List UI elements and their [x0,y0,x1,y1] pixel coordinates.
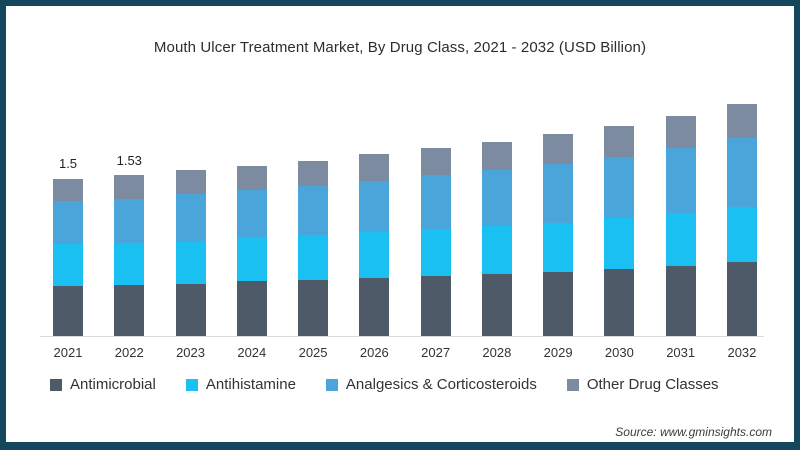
x-tick-label-2028: 2028 [482,345,512,360]
bar-segment-analgesics-corticosteroids-2025 [298,185,329,236]
bar-segment-other-drug-classes-2030 [604,126,635,157]
bar-segment-antihistamine-2030 [604,218,635,269]
bar-segment-antihistamine-2021 [53,243,83,286]
bar-segment-other-drug-classes-2031 [665,115,696,149]
bar-segment-antimicrobial-2024 [236,281,267,336]
bar-column-2031: 2031 [665,96,696,360]
bar-segment-antihistamine-2028 [481,225,512,275]
x-axis-line [40,336,764,337]
legend: Antimicrobial Antihistamine Analgesics & C… [50,376,719,393]
x-tick-label-2032: 2032 [727,345,757,360]
bar-segment-antimicrobial-2027 [420,276,451,336]
bar-value-label-2021: 1.5 [58,156,78,171]
x-tick-label-2021: 2021 [53,345,83,360]
bar-segment-antihistamine-2031 [665,213,696,266]
bar-segment-analgesics-corticosteroids-2031 [665,148,696,214]
legend-item-analgesics-corticosteroids: Analgesics & Corticosteroids [325,376,537,393]
bar-segment-analgesics-corticosteroids-2026 [359,180,390,233]
legend-item-other-drug-classes: Other Drug Classes [566,376,719,393]
legend-item-antimicrobial: Antimicrobial [50,376,156,393]
bar-value-label-2022: 1.53 [116,153,142,168]
x-tick-label-2031: 2031 [666,345,696,360]
bar-column-2021: 1.5 2021 [53,96,83,360]
bar-segment-antimicrobial-2029 [543,272,574,336]
bar-segment-analgesics-corticosteroids-2028 [481,170,512,226]
bar-segment-antihistamine-2026 [359,232,390,279]
legend-label-antihistamine: Antihistamine [205,376,296,393]
bar-column-2024: 2024 [236,96,267,360]
x-tick-label-2029: 2029 [543,345,573,360]
legend-label-analgesics-corticosteroids: Analgesics & Corticosteroids [345,376,537,393]
bar-column-2022: 1.53 2022 [114,96,145,360]
bar-segment-analgesics-corticosteroids-2032 [726,137,757,207]
legend-swatch-antimicrobial [50,378,62,391]
bar-segment-antihistamine-2025 [298,235,329,281]
legend-swatch-analgesics-corticosteroids [325,378,338,391]
bar-segment-other-drug-classes-2025 [298,160,329,186]
bar-column-2027: 2027 [420,96,451,360]
bar-segment-analgesics-corticosteroids-2023 [175,194,206,241]
bar-column-2026: 2026 [359,96,390,360]
x-tick-label-2022: 2022 [114,345,144,360]
bar-segment-other-drug-classes-2024 [236,165,267,191]
bar-column-2029: 2029 [543,96,574,360]
legend-label-antimicrobial: Antimicrobial [70,376,156,393]
bar-segment-other-drug-classes-2026 [359,154,390,181]
x-tick-label-2025: 2025 [298,345,328,360]
bar-column-2032: 2032 [726,96,757,360]
bar-column-2028: 2028 [481,96,512,360]
bar-segment-analgesics-corticosteroids-2021 [53,200,83,244]
bar-segment-other-drug-classes-2023 [175,170,206,195]
chart-title: Mouth Ulcer Treatment Market, By Drug Cl… [153,39,647,56]
bar-segment-antimicrobial-2025 [298,280,329,336]
bar-segment-analgesics-corticosteroids-2030 [604,156,635,219]
bar-column-2030: 2030 [604,96,635,360]
bar-column-2025: 2025 [298,96,329,360]
bar-segment-analgesics-corticosteroids-2024 [236,190,267,238]
bar-segment-other-drug-classes-2029 [543,133,574,164]
legend-label-other-drug-classes: Other Drug Classes [586,376,719,393]
bar-segment-antimicrobial-2023 [175,283,206,336]
bar-segment-antimicrobial-2021 [53,285,83,336]
bar-segment-antimicrobial-2031 [665,265,696,336]
bar-segment-antihistamine-2027 [420,228,451,277]
bar-segment-other-drug-classes-2022 [114,175,145,199]
bar-segment-antimicrobial-2028 [481,274,512,336]
x-tick-label-2026: 2026 [359,345,389,360]
bar-segment-antimicrobial-2022 [114,284,145,336]
bar-segment-other-drug-classes-2032 [726,104,757,138]
bar-segment-antihistamine-2022 [114,242,145,285]
bar-segment-antimicrobial-2030 [604,268,635,336]
x-tick-label-2030: 2030 [604,345,634,360]
bar-segment-other-drug-classes-2027 [420,148,451,176]
bar-segment-antimicrobial-2032 [726,261,757,336]
bar-segment-other-drug-classes-2021 [53,178,83,201]
bar-segment-antihistamine-2032 [726,206,757,262]
bar-segment-antimicrobial-2026 [359,278,390,336]
bar-segment-other-drug-classes-2028 [481,141,512,171]
x-tick-label-2027: 2027 [421,345,451,360]
bar-segment-analgesics-corticosteroids-2022 [114,198,145,243]
bar-segment-antihistamine-2023 [175,240,206,284]
source-credit: Source: www.gminsights.com [615,425,772,439]
legend-swatch-other-drug-classes [566,378,579,391]
x-tick-label-2024: 2024 [237,345,267,360]
legend-item-antihistamine: Antihistamine [185,376,296,393]
x-tick-label-2023: 2023 [176,345,205,360]
bar-segment-analgesics-corticosteroids-2029 [543,163,574,223]
bar-column-2023: 2023 [175,96,206,360]
bar-segment-antihistamine-2029 [543,222,574,272]
plot-area: 1.5 2021 1.53 2022 2023 2024 2025 2026 2027 2028 2… [53,96,757,360]
bar-segment-analgesics-corticosteroids-2027 [420,175,451,229]
bar-segment-antihistamine-2024 [236,237,267,282]
legend-swatch-antihistamine [185,378,198,391]
